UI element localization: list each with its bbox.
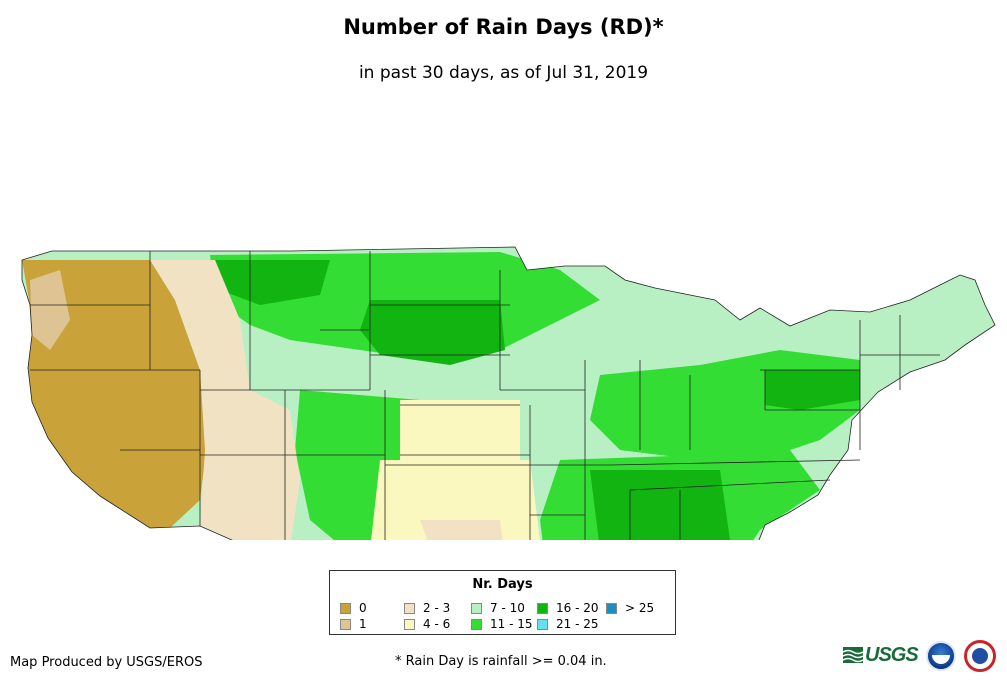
legend-label: 7 - 10 [490, 601, 525, 615]
noaa-logo [926, 641, 956, 671]
legend-swatch [471, 618, 482, 630]
state-boundaries [21, 246, 996, 540]
legend-item: 11 - 15 [471, 618, 533, 630]
legend-swatch [537, 602, 548, 614]
legend-swatch [471, 602, 482, 614]
legend-label: > 25 [625, 601, 655, 615]
usgs-logo: USGS [842, 641, 919, 669]
legend-label: 11 - 15 [490, 617, 533, 631]
nws-logo [964, 640, 996, 672]
legend-swatch [537, 618, 548, 630]
legend-item: > 25 [606, 602, 654, 614]
legend-swatch [340, 602, 351, 614]
rain-day-footnote: * Rain Day is rainfall >= 0.04 in. [395, 654, 607, 669]
legend-title: Nr. Days [472, 577, 533, 592]
legend: Nr. Days 0 1 2 - 3 4 - 6 7 - 10 11 - 15 … [329, 570, 676, 635]
usgs-wordmark: USGS [865, 643, 919, 666]
legend-swatch [404, 602, 415, 614]
legend-label: 21 - 25 [556, 617, 599, 631]
map-title: Number of Rain Days (RD)* [343, 15, 664, 39]
legend-item: 2 - 3 [404, 602, 450, 614]
legend-item: 21 - 25 [537, 618, 599, 630]
legend-item: 16 - 20 [537, 602, 599, 614]
legend-swatch [404, 618, 415, 630]
usgs-wave-icon [842, 645, 864, 665]
legend-label: 16 - 20 [556, 601, 599, 615]
legend-label: 0 [359, 601, 367, 615]
legend-label: 1 [359, 617, 367, 631]
legend-item: 4 - 6 [404, 618, 450, 630]
map-credit: Map Produced by USGS/EROS [10, 655, 203, 670]
legend-swatch [606, 602, 617, 614]
legend-item: 0 [340, 602, 367, 614]
legend-label: 2 - 3 [423, 601, 451, 615]
map-subtitle: in past 30 days, as of Jul 31, 2019 [358, 63, 649, 83]
legend-item: 1 [340, 618, 367, 630]
rain-days-fill [22, 247, 995, 540]
legend-label: 4 - 6 [423, 617, 451, 631]
legend-item: 7 - 10 [471, 602, 525, 614]
rain-days-map [21, 246, 996, 540]
legend-swatch [340, 618, 351, 630]
